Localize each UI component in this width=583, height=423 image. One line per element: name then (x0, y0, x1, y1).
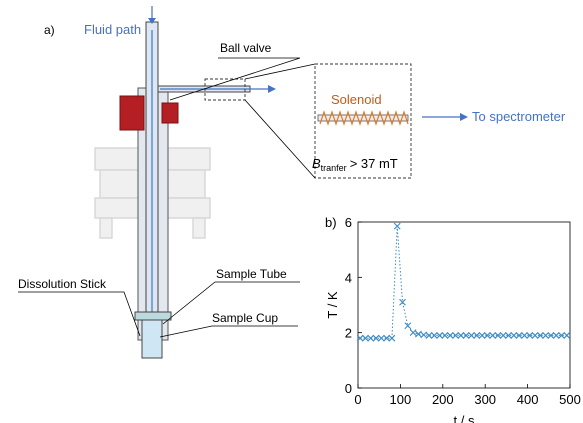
leader-line (162, 281, 300, 325)
data-point (563, 332, 571, 339)
stick-collar (134, 311, 172, 321)
data-point (473, 332, 481, 339)
field-symbol: B (312, 156, 321, 171)
data-point (436, 332, 444, 339)
data-point (372, 334, 380, 342)
zoom-box (314, 63, 412, 179)
x-tick-label: 400 (517, 392, 539, 407)
data-point (489, 332, 497, 339)
data-point (494, 332, 502, 339)
panel-label: b) (325, 215, 337, 230)
data-point (531, 332, 539, 339)
field-subscript: tranfer (321, 163, 347, 173)
data-point (552, 332, 560, 339)
x-tick-label: 200 (432, 392, 454, 407)
arrow-head (460, 113, 468, 121)
y-tick-label: 2 (345, 326, 352, 341)
data-point (404, 322, 412, 330)
data-point (505, 332, 512, 339)
valve-block (119, 95, 145, 131)
data-point (510, 332, 518, 339)
y-tick-label: 6 (345, 215, 352, 230)
zoom-box (204, 78, 246, 101)
data-point (478, 332, 486, 339)
solenoid-label: Solenoid (331, 92, 382, 107)
data-point (452, 332, 459, 339)
x-tick-label: 300 (474, 392, 496, 407)
data-point (542, 332, 550, 339)
data-point (446, 332, 454, 339)
data-point (515, 332, 523, 339)
y-tick-label: 4 (345, 270, 352, 285)
data-point (393, 222, 401, 230)
sample-cup (141, 319, 163, 359)
panel-label: a) (44, 23, 55, 37)
data-point (430, 332, 438, 339)
x-tick-label: 0 (354, 392, 361, 407)
data-point (388, 334, 396, 342)
data-point (367, 334, 375, 342)
data-point (409, 329, 417, 337)
y-tick-label: 0 (345, 381, 352, 396)
leader-line (18, 291, 141, 337)
field-text: > 37 mT (350, 156, 398, 171)
x-tick-label: 100 (390, 392, 412, 407)
data-point (356, 334, 364, 342)
dissolution-stick-label: Dissolution Stick (18, 277, 107, 291)
spectrometer-label: To spectrometer (472, 109, 566, 124)
sample-cup-label: Sample Cup (212, 311, 278, 325)
data-line (360, 226, 567, 339)
y-axis-label: T / K (325, 291, 340, 319)
leader-line (169, 57, 301, 101)
data-point (526, 332, 534, 339)
arrow-head (268, 85, 276, 93)
solenoid-coil (319, 110, 409, 126)
data-point (399, 298, 406, 306)
data-point (377, 334, 385, 342)
fluid-path-label: Fluid path (84, 22, 141, 37)
data-point (415, 330, 422, 338)
data-point (558, 332, 565, 339)
data-point (383, 334, 391, 342)
valve-block (161, 102, 179, 124)
data-point (462, 332, 470, 339)
sample-tube-label: Sample Tube (216, 267, 287, 281)
data-point (441, 332, 449, 339)
leader-line (159, 325, 298, 338)
data-point (499, 332, 507, 339)
chart: 0 100 200 300 400 500 0 2 4 6 t / s T / K b) (325, 215, 581, 423)
data-point (362, 334, 369, 342)
x-axis-label: t / s (454, 413, 475, 423)
arrow-head (148, 18, 156, 24)
data-point (547, 332, 555, 339)
data-point (457, 332, 465, 339)
zoom-line (244, 63, 316, 80)
data-point (425, 332, 433, 339)
data-point (536, 332, 544, 339)
plot-frame (357, 221, 571, 389)
x-tick-label: 500 (559, 392, 581, 407)
field-label: Btranfer > 37 mT (312, 156, 398, 173)
data-point (483, 332, 491, 339)
zoom-line (244, 99, 316, 179)
ball-valve-label: Ball valve (220, 41, 272, 55)
data-point (521, 332, 528, 339)
data-point (468, 332, 475, 339)
